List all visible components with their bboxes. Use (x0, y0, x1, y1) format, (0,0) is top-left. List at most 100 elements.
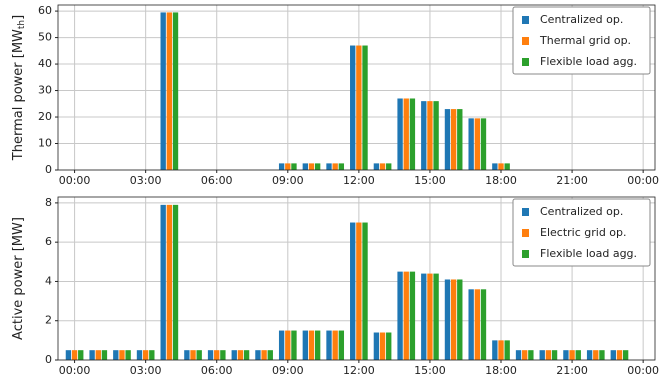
bar (433, 273, 439, 360)
bar (326, 330, 332, 360)
bar (78, 350, 84, 360)
bar (362, 45, 368, 170)
bar (593, 350, 599, 360)
legend-label: Centralized op. (540, 13, 623, 26)
bar (515, 350, 522, 360)
bar (373, 163, 380, 170)
x-tick-label: 15:00 (414, 364, 446, 377)
y-tick-label: 2 (45, 314, 52, 327)
bar (89, 350, 95, 360)
bar (397, 98, 403, 170)
legend-label: Thermal grid op. (539, 34, 631, 47)
x-tick-label: 00:00 (59, 364, 91, 377)
x-tick-label: 09:00 (272, 364, 304, 377)
y-axis-label-text: Thermal power [MW (11, 29, 26, 161)
y-axis-label: Active power [MW] (11, 217, 26, 340)
bar (285, 330, 291, 360)
x-tick-label: 18:00 (485, 174, 517, 187)
bar (314, 330, 321, 360)
y-axis-label-subscript: th (17, 20, 27, 29)
bar (386, 163, 392, 170)
bar (285, 163, 291, 170)
plot-frame (57, 4, 656, 171)
bar (136, 350, 143, 360)
y-tick-label: 30 (38, 84, 52, 97)
y-axis-label-suffix: ] (11, 15, 26, 20)
legend-swatch (522, 208, 529, 216)
bar (379, 163, 386, 170)
x-tick-label: 09:00 (272, 174, 304, 187)
bar (599, 350, 605, 360)
x-tick-label: 06:00 (201, 364, 233, 377)
legend-swatch (522, 58, 529, 66)
bar (308, 163, 315, 170)
bar (480, 289, 487, 360)
y-tick-label: 50 (38, 31, 52, 44)
y-axis-label: Thermal power [MWth] (11, 15, 27, 161)
bar (457, 279, 463, 360)
bar (142, 350, 149, 360)
bar (444, 279, 451, 360)
legend-label: Flexible load agg. (540, 55, 637, 68)
bar (160, 12, 166, 171)
x-tick-label: 21:00 (556, 364, 588, 377)
bar (421, 101, 427, 170)
bar (468, 289, 474, 360)
legend-swatch (522, 250, 529, 258)
bar (101, 350, 108, 360)
bar (450, 109, 457, 170)
bar (403, 271, 409, 360)
y-tick-label: 0 (45, 353, 52, 366)
bar (291, 330, 297, 360)
legend-frame (512, 6, 651, 75)
bar (386, 332, 392, 360)
bar (504, 340, 510, 360)
bar (338, 330, 345, 360)
bar (113, 350, 119, 360)
plot-frame (57, 196, 656, 361)
bar (350, 45, 356, 170)
bar (498, 340, 504, 360)
bar (332, 163, 338, 170)
bar (255, 350, 261, 360)
x-tick-label: 12:00 (343, 364, 375, 377)
bar (220, 350, 226, 360)
bar (267, 350, 273, 360)
bar (119, 350, 125, 360)
bar (338, 163, 345, 170)
legend-label: Centralized op. (540, 205, 623, 218)
bar (196, 350, 202, 360)
bar (492, 163, 498, 170)
bar (278, 330, 285, 360)
bar (545, 350, 552, 360)
bar (125, 350, 131, 360)
bar (528, 350, 534, 360)
legend-label: Flexible load agg. (540, 247, 637, 260)
bar (397, 271, 403, 360)
x-tick-label: 21:00 (556, 174, 588, 187)
bar (291, 163, 297, 170)
y-tick-label: 0 (45, 163, 52, 176)
bar (563, 350, 569, 360)
bar (474, 118, 481, 170)
bar (302, 330, 309, 360)
bar (616, 350, 623, 360)
x-tick-label: 00:00 (627, 364, 659, 377)
x-tick-label: 03:00 (130, 174, 162, 187)
x-tick-label: 00:00 (627, 174, 659, 187)
bar (586, 350, 593, 360)
bar (492, 340, 498, 360)
bar (172, 204, 179, 360)
bar (231, 350, 237, 360)
bar (569, 350, 575, 360)
y-tick-label: 20 (38, 110, 52, 123)
bar (575, 350, 581, 360)
x-tick-label: 03:00 (130, 364, 162, 377)
y-tick-label: 6 (45, 235, 52, 248)
y-tick-label: 4 (45, 274, 52, 287)
bar (622, 350, 629, 360)
bar (409, 98, 416, 170)
bar (433, 101, 439, 170)
bar (332, 330, 338, 360)
bar (172, 12, 179, 171)
